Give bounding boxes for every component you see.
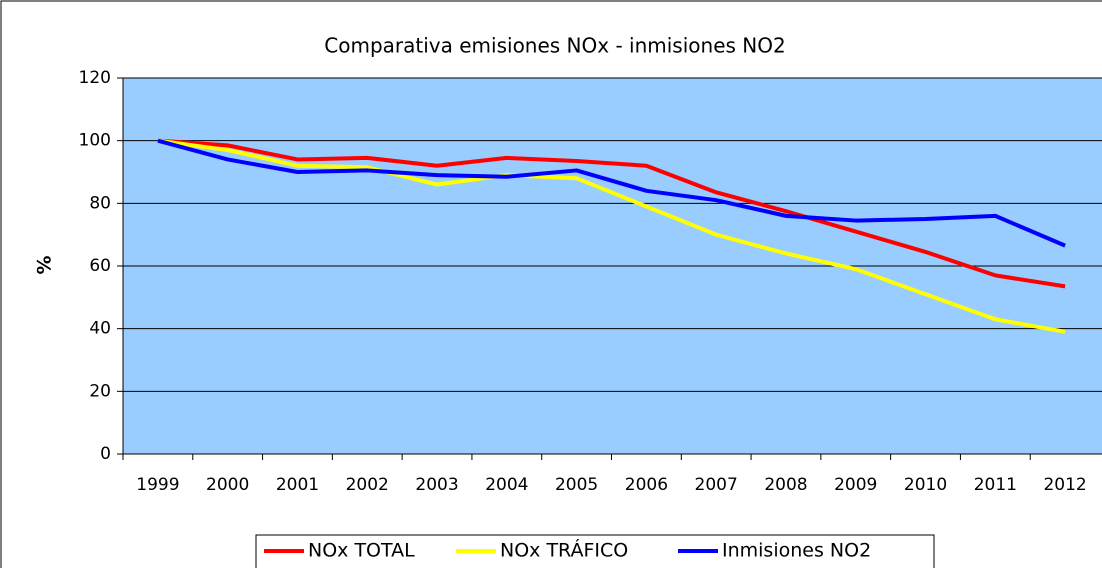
series-line <box>157 138 1066 334</box>
x-tick-label: 2011 <box>974 475 1017 495</box>
y-axis-label: % <box>34 255 56 274</box>
x-tick-label: 2001 <box>276 475 319 495</box>
x-tick-label: 2002 <box>346 475 389 495</box>
x-tick-label: 2008 <box>764 475 807 495</box>
y-tick-label: 120 <box>79 68 111 88</box>
x-tick-label: 1999 <box>136 475 179 495</box>
x-tick-label: 2000 <box>206 475 249 495</box>
x-tick-label: 2009 <box>834 475 877 495</box>
legend-box <box>255 534 935 568</box>
y-tick-label: 20 <box>89 381 111 401</box>
y-tick-label: 0 <box>100 444 111 464</box>
chart-title: Comparativa emisiones NOx - inmisiones N… <box>324 34 785 58</box>
x-tick-label: 2003 <box>415 475 458 495</box>
legend-label: NOx TOTAL <box>308 540 415 562</box>
x-tick-label: 2005 <box>555 475 598 495</box>
y-tick-label: 40 <box>89 319 111 339</box>
legend-label: NOx TRÁFICO <box>500 539 628 562</box>
x-tick-label: 2006 <box>625 475 668 495</box>
y-tick-label: 60 <box>89 256 111 276</box>
x-tick-label: 2004 <box>485 475 528 495</box>
series-line <box>157 138 1066 248</box>
legend-label: Inmisiones NO2 <box>722 540 871 562</box>
series-line <box>157 138 1066 289</box>
y-tick-label: 100 <box>79 131 111 151</box>
x-tick-label: 2010 <box>904 475 947 495</box>
y-tick-label: 80 <box>89 193 111 213</box>
x-tick-label: 2007 <box>695 475 738 495</box>
x-tick-label: 2012 <box>1043 475 1086 495</box>
